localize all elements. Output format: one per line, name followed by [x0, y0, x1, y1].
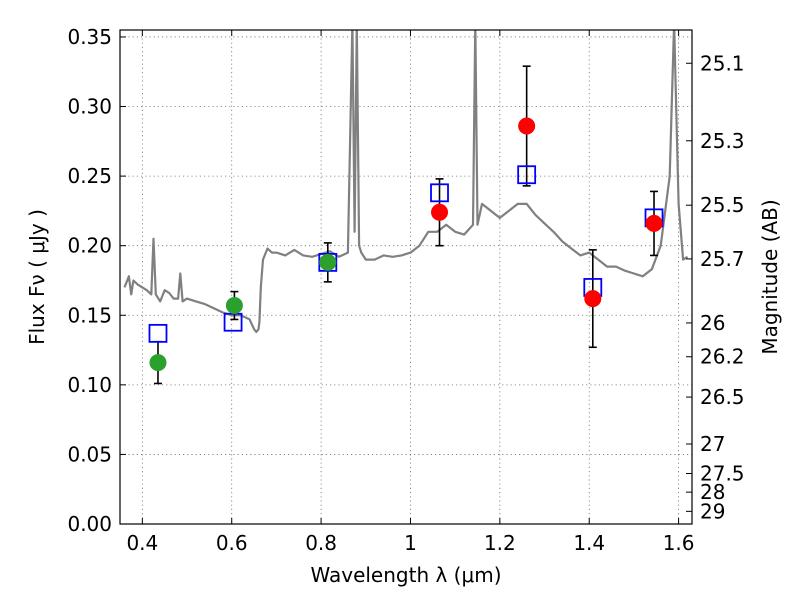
y-tick-label: 0.05	[67, 442, 112, 466]
observed-point	[319, 253, 337, 271]
y2-tick-label: 29	[700, 499, 725, 523]
y2-tick-label: 27.5	[700, 461, 745, 485]
y-tick-label: 0.00	[67, 512, 112, 536]
observed-point	[584, 290, 602, 308]
y2-axis-label: Magnitude (AB)	[758, 199, 782, 354]
x-tick-label: 0.8	[305, 531, 337, 555]
tick-labels: 0.4 0.6 0.8 1 1.2 1.4 1.6 0.00 0.05 0.10 0.15 0.20 0…	[67, 25, 744, 555]
axis-ticks	[120, 30, 692, 525]
observed-point	[225, 297, 243, 315]
y-tick-label: 0.20	[67, 234, 112, 258]
grid-lines	[120, 30, 692, 525]
y2-tick-label: 26.5	[700, 385, 745, 409]
y-axis-label: Flux Fν ( μJy )	[25, 209, 49, 345]
y-tick-label: 0.25	[67, 164, 112, 188]
model-photometry-box	[148, 323, 168, 343]
observed-point	[431, 203, 449, 221]
y2-tick-label: 27	[700, 432, 725, 456]
model-photometry-box	[517, 165, 537, 185]
x-tick-label: 1.4	[573, 531, 605, 555]
observed-point	[518, 117, 536, 135]
y-tick-label: 0.10	[67, 373, 112, 397]
observed-point	[645, 214, 663, 232]
y-tick-label: 0.30	[67, 95, 112, 119]
y2-tick-label: 25.1	[700, 51, 745, 75]
model-spectrum-line	[123, 30, 689, 334]
plot-frame	[119, 29, 693, 525]
x-tick-label: 1.6	[663, 531, 695, 555]
y2-tick-label: 25.7	[700, 247, 745, 271]
observed-point	[149, 354, 167, 372]
y2-tick-label: 25.5	[700, 193, 745, 217]
y-tick-label: 0.35	[67, 25, 112, 49]
y2-tick-label: 26.2	[700, 345, 745, 369]
observed-photometry-points	[149, 117, 663, 372]
x-tick-label: 1.2	[484, 531, 516, 555]
y2-tick-label: 25.3	[700, 129, 745, 153]
y2-tick-label: 26	[700, 311, 725, 335]
model-photometry-box	[430, 183, 449, 203]
x-tick-label: 0.6	[216, 531, 248, 555]
y2-tick-label: 28	[700, 480, 725, 504]
error-bars	[153, 65, 659, 385]
y-tick-label: 0.15	[67, 303, 112, 327]
x-tick-label: 0.4	[126, 531, 158, 555]
x-tick-label: 1	[404, 531, 417, 555]
x-axis-label: Wavelength λ (μm)	[310, 563, 501, 587]
model-spectrum	[123, 30, 689, 334]
